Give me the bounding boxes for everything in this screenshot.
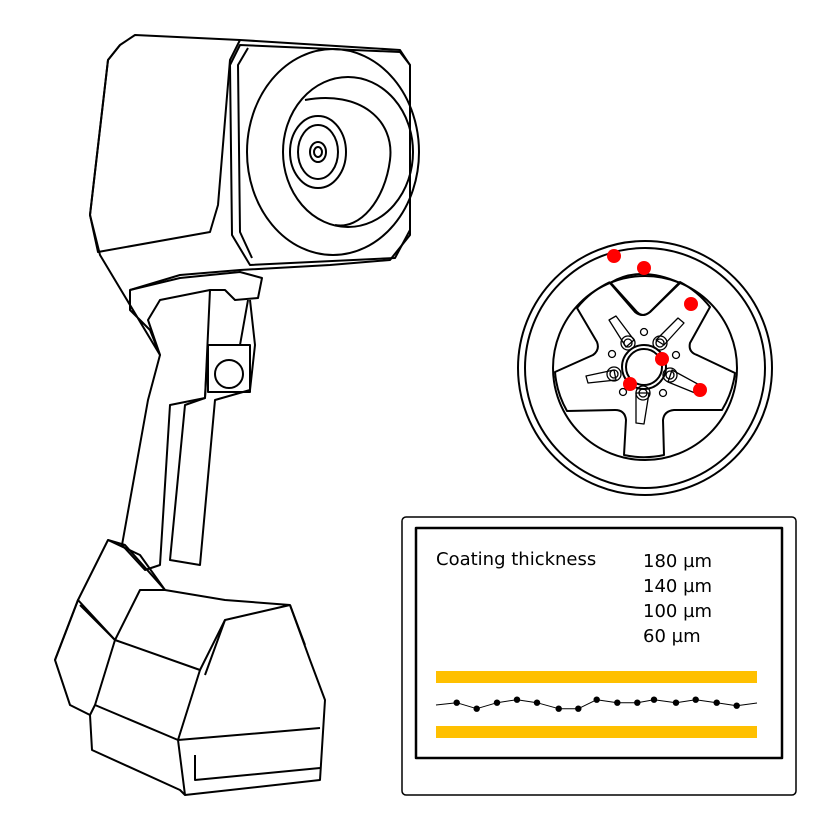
lug-slot [635, 392, 650, 425]
device-head-body [89, 34, 411, 356]
trigger-button [214, 359, 244, 389]
data-point [672, 699, 680, 706]
tire-outer [517, 240, 773, 496]
handle-collar [129, 271, 263, 356]
battery-top [79, 539, 166, 641]
battery-side [54, 599, 116, 716]
lug-nut-inner [623, 338, 633, 348]
device-top-panel [89, 39, 241, 253]
data-point [713, 699, 720, 706]
battery-base [54, 539, 326, 796]
display-screen [414, 526, 784, 760]
bolt-hole [658, 388, 668, 398]
display-bezel [401, 516, 797, 796]
lug-nut [652, 335, 668, 351]
lug-nut [606, 366, 622, 382]
measurement-point [607, 249, 621, 263]
data-point [575, 705, 582, 712]
scale-value-180: 180 µm [643, 551, 713, 572]
data-point [614, 699, 621, 706]
lens-outer [246, 48, 420, 256]
data-point [493, 699, 501, 706]
data-point [453, 699, 460, 706]
lug-nut [620, 335, 636, 351]
lug-nut [662, 367, 678, 383]
measurement-point [684, 297, 698, 311]
bolt-hole [618, 387, 628, 397]
battery-face [114, 604, 291, 671]
hub-inner [625, 348, 663, 386]
coating-gauge-device [54, 34, 420, 796]
data-point [555, 705, 562, 712]
data-point [513, 696, 521, 703]
lug-nut-inner [655, 338, 665, 348]
lug-nut [635, 385, 651, 401]
measurement-point [623, 377, 637, 391]
thickness-chart [435, 671, 758, 738]
data-point [533, 699, 541, 706]
battery-edge [204, 604, 306, 676]
scale-value-140: 140 µm [643, 576, 713, 597]
measurement-point [637, 261, 651, 275]
data-point [593, 696, 600, 703]
data-point [733, 702, 740, 709]
sensor-outer [289, 115, 347, 189]
rim-face [554, 281, 736, 459]
measurement-point [693, 383, 707, 397]
handle-back [169, 289, 256, 566]
scale-value-60: 60 µm [643, 626, 701, 647]
data-point [473, 705, 480, 712]
lens-housing [229, 44, 411, 266]
lug-nut-inner [638, 388, 648, 398]
lower-tolerance-band [436, 726, 757, 738]
handle-front [121, 299, 249, 571]
measurement-point [655, 352, 669, 366]
lens-housing-inner [237, 47, 253, 259]
tire-inner [524, 247, 766, 489]
lug-slot [585, 369, 617, 384]
sensor-core-inner [313, 146, 323, 158]
bolt-hole [671, 350, 681, 360]
lug-nut-inner [665, 370, 675, 380]
sensor-core [309, 141, 327, 163]
data-point [692, 696, 699, 703]
data-point [650, 696, 658, 703]
battery-front [94, 669, 321, 796]
data-point [634, 699, 641, 706]
upper-tolerance-band [436, 671, 757, 683]
trigger-box [207, 344, 251, 393]
lug-nut-inner [609, 369, 619, 379]
lens-cone [304, 97, 392, 227]
coating-thickness-label: Coating thickness [436, 549, 597, 570]
rim-inner-edge [552, 275, 738, 461]
sensor-mid [297, 124, 339, 180]
lens-ring [282, 76, 414, 228]
wheel [517, 240, 773, 496]
lug-slot [655, 317, 685, 346]
bolt-hole [639, 327, 649, 337]
display [401, 516, 797, 796]
scale-value-100: 100 µm [643, 601, 713, 622]
bolt-hole [607, 349, 617, 359]
